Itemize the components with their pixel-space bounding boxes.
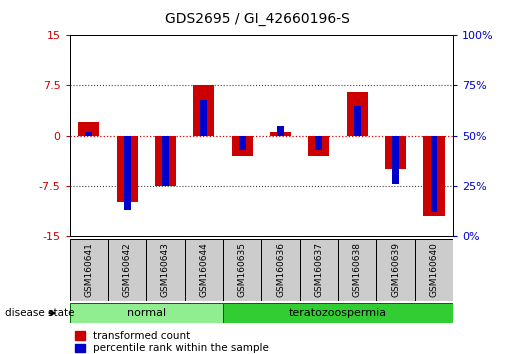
Bar: [193, 85, 214, 136]
Text: GSM160636: GSM160636: [276, 242, 285, 297]
Text: GSM160640: GSM160640: [430, 242, 438, 297]
Bar: [431, 136, 437, 212]
Text: GDS2695 / GI_42660196-S: GDS2695 / GI_42660196-S: [165, 12, 350, 27]
Bar: [124, 136, 130, 210]
Bar: [162, 136, 169, 185]
Bar: [184, 239, 223, 301]
Bar: [232, 136, 253, 156]
Bar: [239, 136, 246, 150]
Text: disease state: disease state: [5, 308, 75, 318]
Bar: [423, 136, 444, 216]
Bar: [200, 99, 207, 136]
Text: GSM160638: GSM160638: [353, 242, 362, 297]
Bar: [155, 136, 176, 185]
Bar: [354, 105, 360, 136]
Bar: [223, 303, 453, 323]
Bar: [116, 136, 138, 202]
Bar: [308, 136, 330, 156]
Bar: [108, 239, 146, 301]
Text: GSM160642: GSM160642: [123, 242, 131, 297]
Bar: [376, 239, 415, 301]
Bar: [70, 239, 108, 301]
Bar: [347, 92, 368, 136]
Legend: transformed count, percentile rank within the sample: transformed count, percentile rank withi…: [75, 331, 269, 354]
Text: normal: normal: [127, 308, 166, 318]
Bar: [78, 122, 99, 136]
Bar: [415, 239, 453, 301]
Bar: [146, 239, 184, 301]
Bar: [85, 132, 92, 136]
Text: GSM160641: GSM160641: [84, 242, 93, 297]
Bar: [385, 136, 406, 169]
Text: GSM160635: GSM160635: [238, 242, 247, 297]
Text: teratozoospermia: teratozoospermia: [289, 308, 387, 318]
Bar: [392, 136, 399, 184]
Bar: [223, 239, 261, 301]
Bar: [70, 303, 223, 323]
Bar: [316, 136, 322, 150]
Text: GSM160643: GSM160643: [161, 242, 170, 297]
Text: GSM160644: GSM160644: [199, 242, 208, 297]
Bar: [261, 239, 300, 301]
Bar: [277, 126, 284, 136]
Text: GSM160639: GSM160639: [391, 242, 400, 297]
Bar: [338, 239, 376, 301]
Bar: [270, 132, 291, 136]
Text: GSM160637: GSM160637: [315, 242, 323, 297]
Bar: [300, 239, 338, 301]
